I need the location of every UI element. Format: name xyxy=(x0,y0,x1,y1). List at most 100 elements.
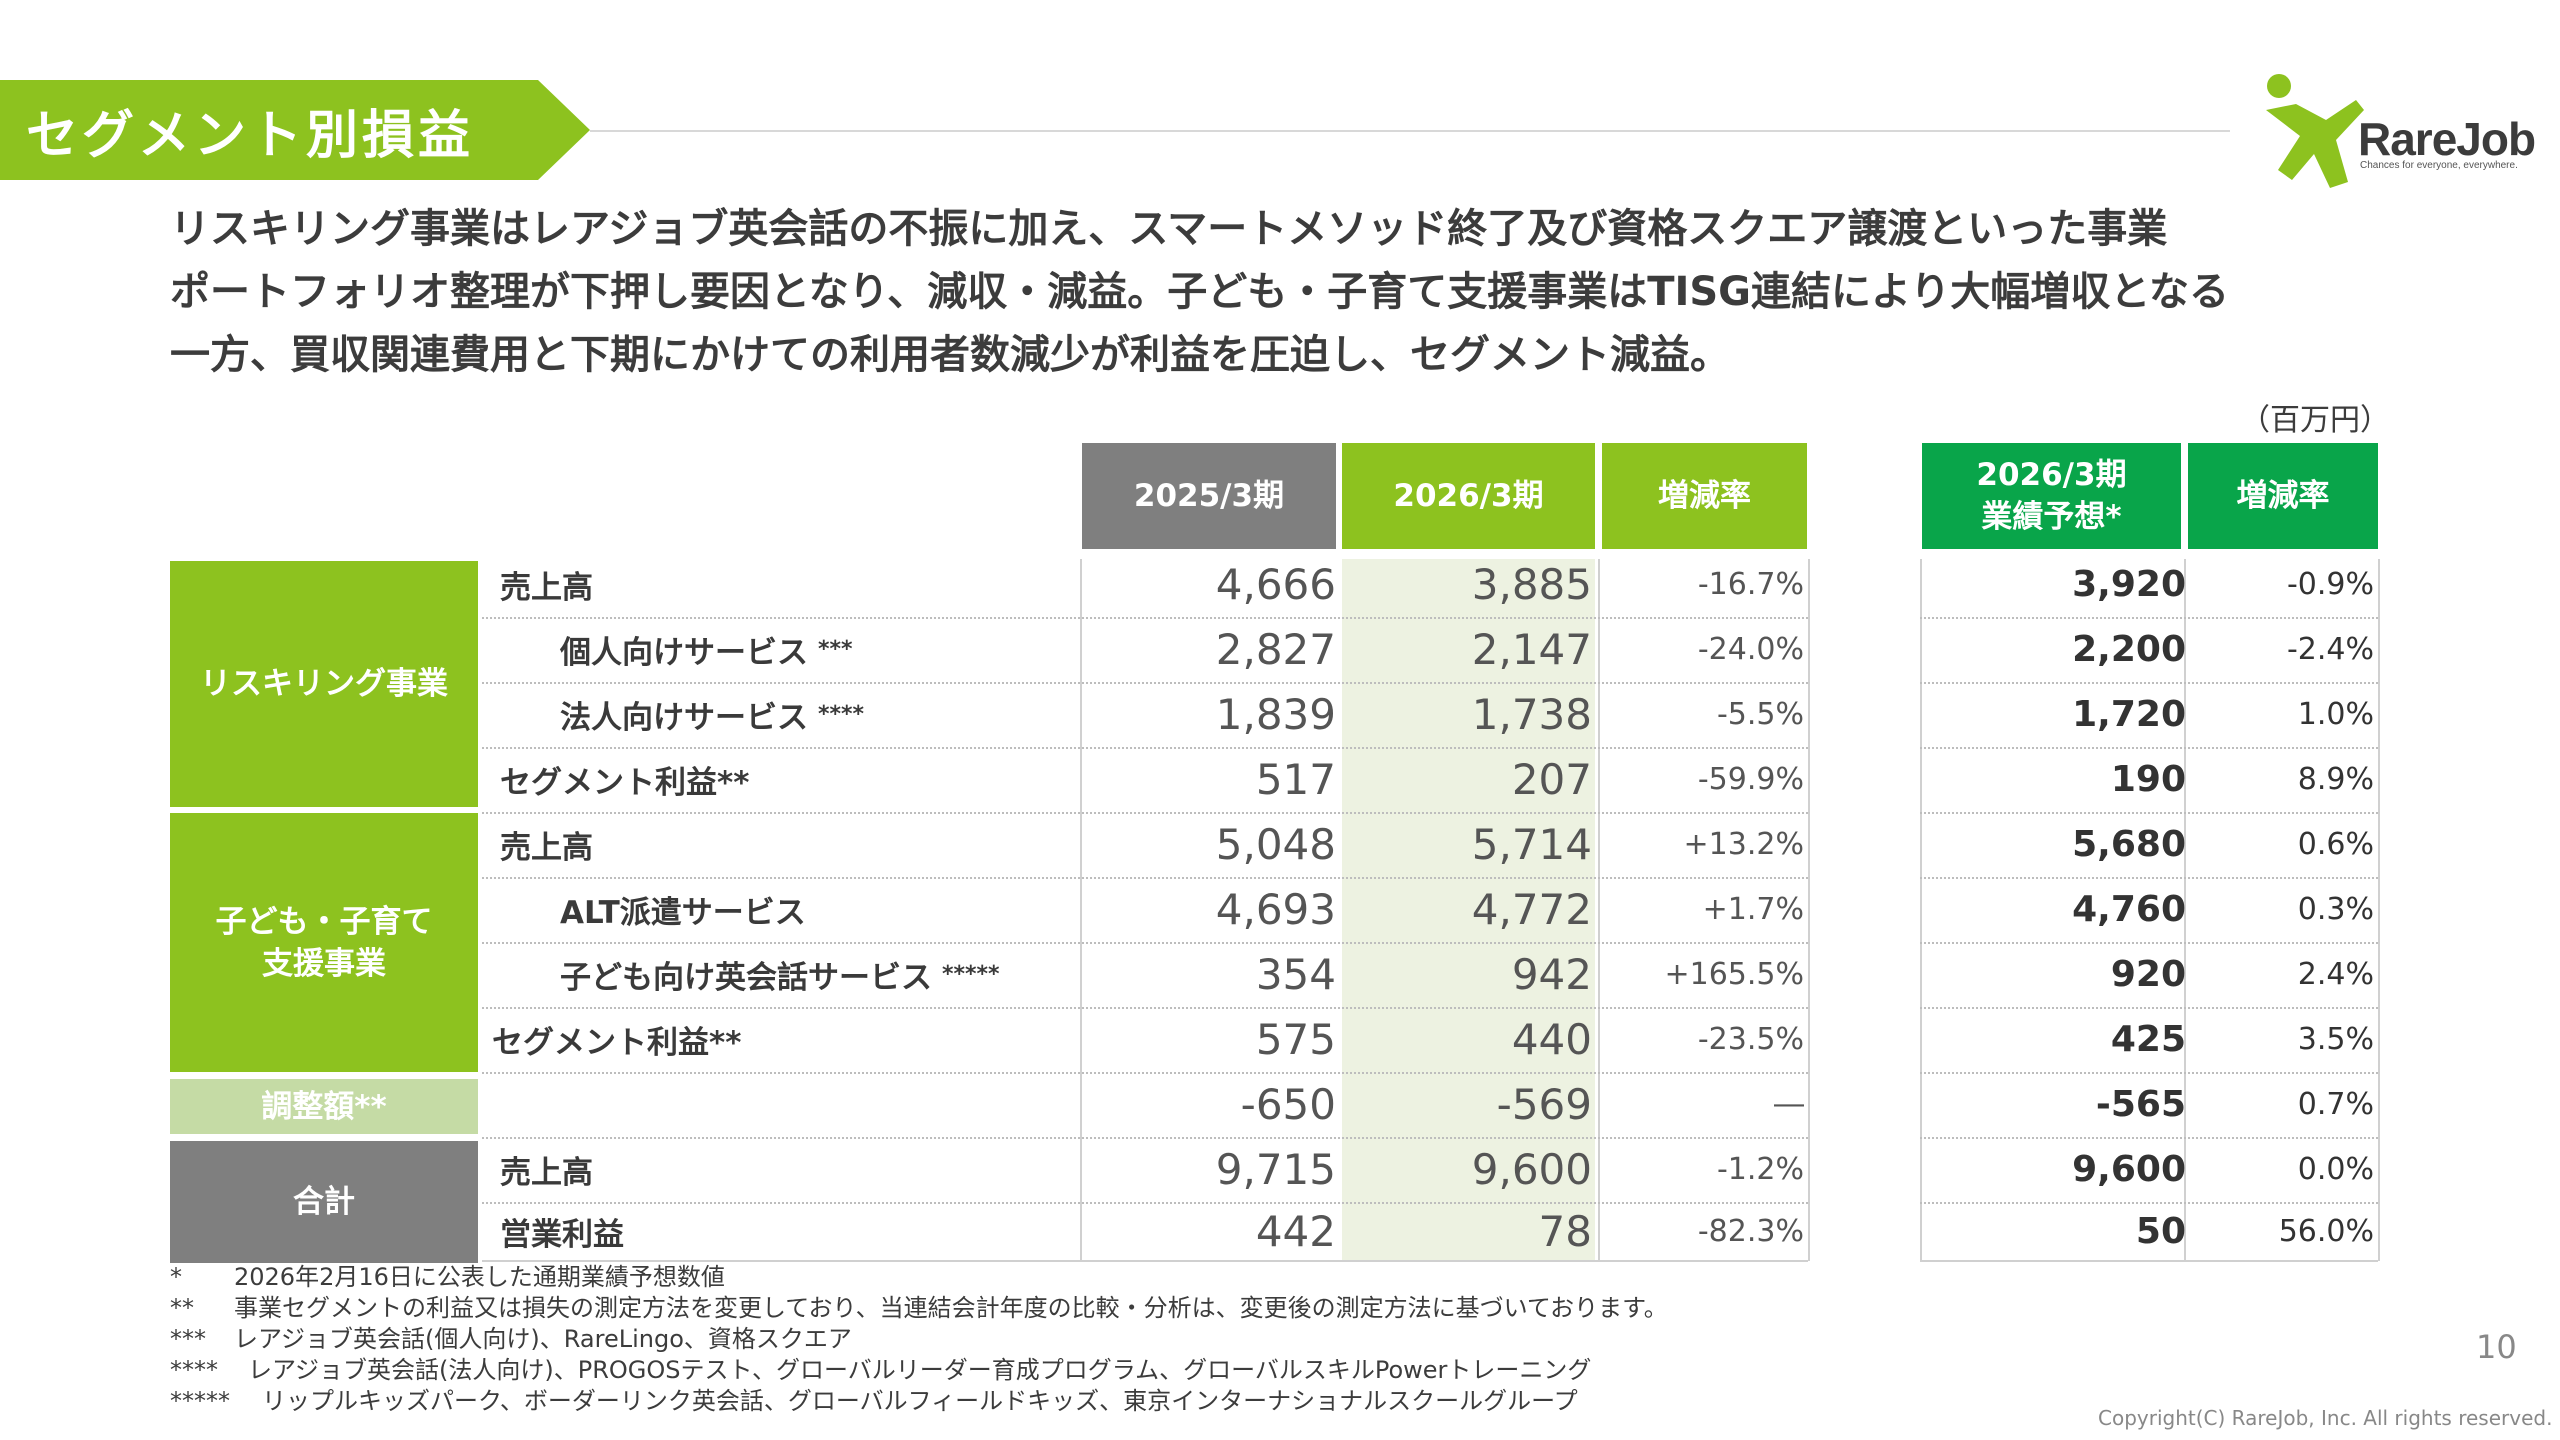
lead-line: 一方、買収関連費用と下期にかけての利用者数減少が利益を圧迫し、セグメント減益。 xyxy=(170,332,1730,378)
forecast-row xyxy=(1920,942,2378,1009)
value-fy2025: 9,715 xyxy=(1215,1145,1336,1194)
value-forecast: -565 xyxy=(2095,1084,2186,1125)
table-row: 売上高 xyxy=(482,552,1808,619)
value-change: -82.3% xyxy=(1697,1214,1804,1249)
row-label: セグメント利益** xyxy=(500,765,750,801)
column-separator xyxy=(1920,559,1922,1261)
value-forecast: 425 xyxy=(2110,1019,2186,1060)
value-change: +1.7% xyxy=(1702,892,1804,927)
value-forecast-change: -0.9% xyxy=(2286,567,2374,602)
value-fy2026: 2,147 xyxy=(1471,625,1592,674)
footnote: ** 事業セグメントの利益又は損失の測定方法を変更しており、当連結会計年度の比較・… xyxy=(170,1294,1668,1322)
footnote: * 2026年2月16日に公表した通期業績予想数値 xyxy=(170,1263,725,1291)
value-forecast: 3,920 xyxy=(2072,564,2186,605)
value-fy2026: 9,600 xyxy=(1471,1145,1592,1194)
header-forecast-change: 増減率 xyxy=(2188,443,2378,549)
footnote: *** レアジョブ英会話(個人向け)、RareLingo、資格スクエア xyxy=(170,1325,852,1353)
row-label: 売上高 xyxy=(500,1155,593,1191)
value-fy2025: 4,666 xyxy=(1215,560,1336,609)
row-label: 子ども向け英会話サービス ***** xyxy=(560,960,1000,996)
forecast-row xyxy=(1920,747,2378,814)
value-forecast: 920 xyxy=(2110,954,2186,995)
rarejob-logo-icon xyxy=(2266,74,2364,188)
category-reskilling: リスキリング事業 xyxy=(170,561,478,807)
row-label: 営業利益 xyxy=(500,1216,624,1253)
forecast-row xyxy=(1920,1137,2378,1204)
value-forecast: 5,680 xyxy=(2072,824,2186,865)
title-divider xyxy=(590,130,2230,132)
table-row: セグメント利益** xyxy=(482,1007,1808,1074)
value-change: -5.5% xyxy=(1716,697,1804,732)
column-separator xyxy=(2378,559,2380,1261)
value-fy2026: -569 xyxy=(1496,1080,1592,1129)
table-row: 法人向けサービス **** xyxy=(482,682,1808,749)
header-forecast-line1: 2026/3期 xyxy=(1976,457,2127,493)
title-banner: セグメント別損益 xyxy=(0,80,590,180)
value-forecast: 9,600 xyxy=(2072,1149,2186,1190)
value-forecast: 4,760 xyxy=(2072,889,2186,930)
footnote: ***** リップルキッズパーク、ボーダーリンク英会話、グローバルフィールドキッズ… xyxy=(170,1387,1578,1415)
value-change: -16.7% xyxy=(1697,567,1804,602)
category-kids-line2: 支援事業 xyxy=(262,945,386,982)
value-fy2025: 517 xyxy=(1255,755,1336,804)
value-fy2026: 207 xyxy=(1511,755,1592,804)
value-fy2025: 4,693 xyxy=(1215,885,1336,934)
value-fy2025: -650 xyxy=(1240,1080,1336,1129)
footnotes: * 2026年2月16日に公表した通期業績予想数値 ** 事業セグメントの利益又は損… xyxy=(170,1262,1668,1417)
row-label: ALT派遣サービス xyxy=(560,895,806,931)
value-fy2025: 575 xyxy=(1255,1015,1336,1064)
table-row: 子ども向け英会話サービス ***** xyxy=(482,942,1808,1009)
forecast-row xyxy=(1920,812,2378,879)
forecast-row xyxy=(1920,552,2378,619)
value-forecast: 190 xyxy=(2110,759,2186,800)
fy2026-column-highlight xyxy=(1342,559,1595,1261)
copyright: Copyright(C) RareJob, Inc. All rights re… xyxy=(2098,1406,2553,1430)
value-change: -23.5% xyxy=(1697,1022,1804,1057)
category-total: 合計 xyxy=(170,1141,478,1263)
forecast-row xyxy=(1920,682,2378,749)
value-fy2025: 442 xyxy=(1255,1207,1336,1256)
value-forecast-change: 0.7% xyxy=(2297,1087,2374,1122)
table-row: ALT派遣サービス xyxy=(482,877,1808,944)
value-forecast-change: 2.4% xyxy=(2297,957,2374,992)
table-row: 売上高 xyxy=(482,812,1808,879)
value-forecast: 50 xyxy=(2135,1211,2186,1252)
column-separator xyxy=(1808,559,1810,1261)
column-separator xyxy=(2184,559,2186,1261)
value-forecast-change: 3.5% xyxy=(2297,1022,2374,1057)
value-change: +13.2% xyxy=(1683,827,1804,862)
value-fy2025: 354 xyxy=(1255,950,1336,999)
value-forecast-change: 0.3% xyxy=(2297,892,2374,927)
value-forecast-change: 56.0% xyxy=(2278,1214,2374,1249)
table-row: 営業利益 xyxy=(482,1202,1808,1262)
category-kids: 子ども・子育て 支援事業 xyxy=(170,813,478,1072)
header-forecast: 2026/3期 業績予想* xyxy=(1922,443,2181,549)
forecast-row xyxy=(1920,1202,2378,1262)
header-fy2026: 2026/3期 xyxy=(1342,443,1595,549)
category-adjust: 調整額** xyxy=(170,1079,478,1134)
value-forecast: 1,720 xyxy=(2072,694,2186,735)
table-row: 個人向けサービス *** xyxy=(482,617,1808,684)
value-forecast-change: 0.0% xyxy=(2297,1152,2374,1187)
forecast-row xyxy=(1920,1007,2378,1074)
row-label: 法人向けサービス **** xyxy=(560,700,865,736)
header-forecast-line2: 業績予想* xyxy=(1981,499,2122,535)
value-fy2026: 942 xyxy=(1511,950,1592,999)
value-change: -24.0% xyxy=(1697,632,1804,667)
value-fy2026: 78 xyxy=(1538,1207,1592,1256)
value-forecast-change: 0.6% xyxy=(2297,827,2374,862)
value-fy2026: 5,714 xyxy=(1471,820,1592,869)
page-number: 10 xyxy=(2476,1328,2517,1366)
category-kids-line1: 子ども・子育て xyxy=(215,903,433,940)
footnote: **** レアジョブ英会話(法人向け)、PROGOSテスト、グローバルリーダー育成… xyxy=(170,1356,1592,1384)
value-forecast-change: 1.0% xyxy=(2297,697,2374,732)
value-fy2025: 5,048 xyxy=(1215,820,1336,869)
value-forecast-change: 8.9% xyxy=(2297,762,2374,797)
value-forecast-change: -2.4% xyxy=(2286,632,2374,667)
forecast-row xyxy=(1920,877,2378,944)
value-change: -59.9% xyxy=(1697,762,1804,797)
value-fy2026: 3,885 xyxy=(1471,560,1592,609)
table-row xyxy=(482,1072,1808,1139)
value-forecast: 2,200 xyxy=(2072,629,2186,670)
unit-label: （百万円） xyxy=(2240,403,2390,438)
